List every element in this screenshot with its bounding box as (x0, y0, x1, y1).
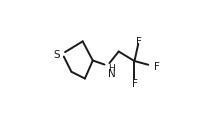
Text: F: F (154, 61, 160, 71)
Text: S: S (53, 49, 60, 59)
Text: H: H (108, 63, 115, 72)
Text: N: N (108, 69, 116, 79)
Text: F: F (132, 78, 137, 88)
Text: F: F (136, 36, 142, 46)
